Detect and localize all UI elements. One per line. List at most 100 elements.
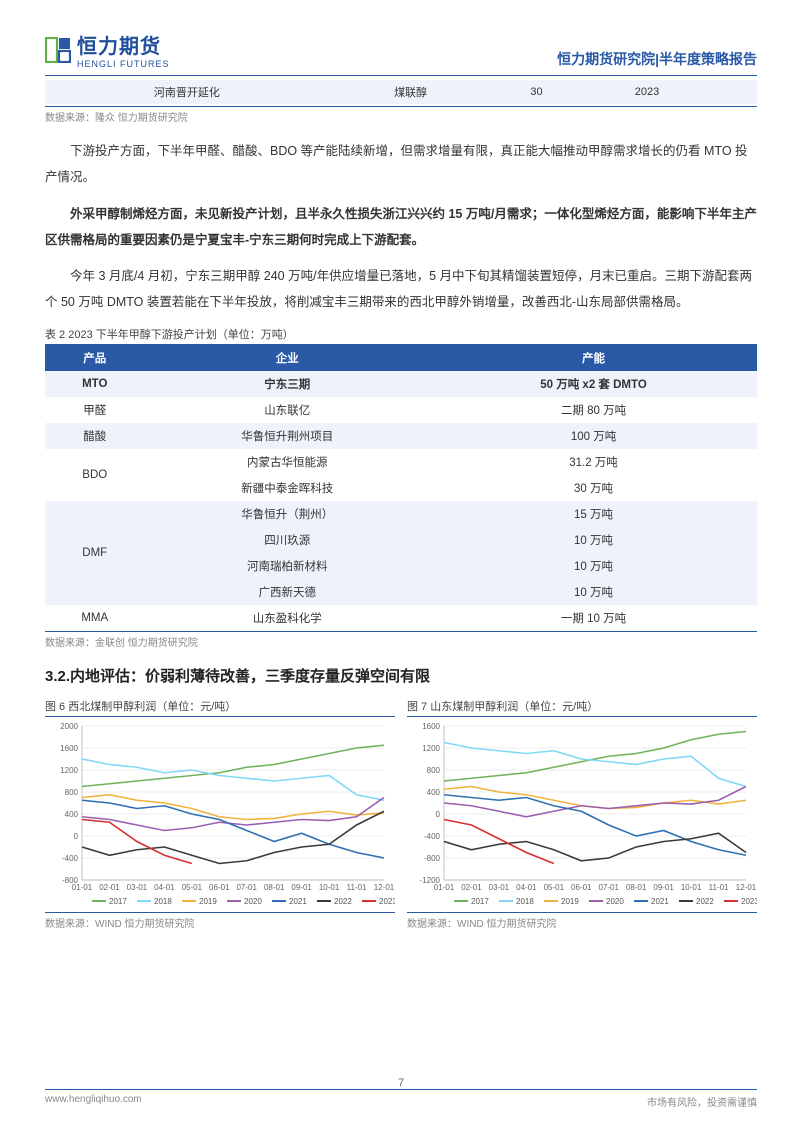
table-row: 甲醛山东联亿二期 80 万吨 [45,397,757,423]
svg-text:05-01: 05-01 [544,883,565,892]
paragraph-3: 今年 3 月底/4 月初，宁东三期甲醇 240 万吨/年供应增量已落地，5 月中… [45,263,757,316]
svg-text:05-01: 05-01 [182,883,203,892]
table-cell: 50 万吨 x2 套 DMTO [430,371,757,397]
chart-6-block: 图 6 西北煤制甲醇利润（单位：元/吨） -800-40004008001200… [45,698,395,930]
svg-text:800: 800 [427,766,441,775]
table-header: 产能 [430,344,757,371]
table-cell: 山东盈科化学 [144,605,430,631]
svg-text:2018: 2018 [516,897,534,906]
chart-6-source: 数据来源：WIND 恒力期货研究院 [45,912,395,930]
svg-text:07-01: 07-01 [598,883,619,892]
svg-text:2018: 2018 [154,897,172,906]
svg-text:400: 400 [65,810,79,819]
table-row: 四川玖源10 万吨 [45,527,757,553]
table-cell: 河南晋开延化 [45,80,329,104]
svg-text:2021: 2021 [651,897,669,906]
section-heading-32: 3.2.内地评估：价弱利薄待改善，三季度存量反弹空间有限 [45,665,757,686]
table-cell: 广西新天德 [144,579,430,605]
logo-text-cn: 恒力期货 [77,30,170,59]
table-row: 广西新天德10 万吨 [45,579,757,605]
source-line-2: 数据来源：金联创 恒力期货研究院 [45,631,757,649]
table-cell: 内蒙古华恒能源 [144,449,430,475]
table-header: 产品 [45,344,144,371]
svg-text:03-01: 03-01 [489,883,510,892]
table-cell: 30 万吨 [430,475,757,501]
logo-text-en: HENGLI FUTURES [77,59,170,69]
table-cell: 31.2 万吨 [430,449,757,475]
chart-6: -800-400040080012001600200001-0102-0103-… [45,720,395,910]
svg-text:08-01: 08-01 [264,883,285,892]
svg-text:01-01: 01-01 [434,883,455,892]
svg-text:800: 800 [65,788,79,797]
svg-text:09-01: 09-01 [653,883,674,892]
svg-text:1200: 1200 [60,766,78,775]
svg-text:2000: 2000 [60,722,78,731]
svg-text:1600: 1600 [60,744,78,753]
table-cell: BDO [45,449,144,501]
svg-text:09-01: 09-01 [291,883,312,892]
logo-block: 恒力期货 HENGLI FUTURES [45,30,170,69]
svg-text:12-01: 12-01 [374,883,395,892]
chart-7-source: 数据来源：WIND 恒力期货研究院 [407,912,757,930]
top-table-fragment: 河南晋开延化煤联醇302023 [45,80,757,104]
table-cell: DMF [45,501,144,605]
table-cell: 醋酸 [45,423,144,449]
svg-text:2020: 2020 [244,897,262,906]
table-cell: 宁东三期 [144,371,430,397]
svg-text:400: 400 [427,788,441,797]
svg-text:-400: -400 [62,854,79,863]
svg-text:2019: 2019 [561,897,579,906]
table-cell: 二期 80 万吨 [430,397,757,423]
table-row: MTO宁东三期50 万吨 x2 套 DMTO [45,371,757,397]
footer-disclaimer: 市场有风险，投资需谨慎 [647,1094,757,1109]
svg-text:2017: 2017 [471,897,489,906]
svg-text:2023: 2023 [379,897,395,906]
svg-text:03-01: 03-01 [127,883,148,892]
page-footer: www.hengliqihuo.com 市场有风险，投资需谨慎 [45,1089,757,1109]
table-cell: 30 [492,80,580,104]
svg-text:-800: -800 [424,854,441,863]
svg-text:2017: 2017 [109,897,127,906]
table-cell: MTO [45,371,144,397]
svg-text:1600: 1600 [422,722,440,731]
table-cell: 四川玖源 [144,527,430,553]
table2-caption: 表 2 2023 下半年甲醇下游投产计划（单位：万吨） [45,326,757,342]
svg-text:10-01: 10-01 [681,883,702,892]
charts-row: 图 6 西北煤制甲醇利润（单位：元/吨） -800 -400 0 400 800 1200… [45,698,757,930]
table-cell: 河南瑞柏新材料 [144,553,430,579]
svg-text:1200: 1200 [422,744,440,753]
table-cell: 2023 [581,80,714,104]
chart-6-title: 图 6 西北煤制甲醇利润（单位：元/吨） [45,698,395,717]
table-cell: 煤联醇 [329,80,493,104]
svg-text:02-01: 02-01 [99,883,120,892]
svg-text:10-01: 10-01 [319,883,340,892]
page-number: 7 [0,1077,802,1089]
table-row: MMA山东盈科化学一期 10 万吨 [45,605,757,631]
table-row: BDO内蒙古华恒能源31.2 万吨 [45,449,757,475]
table-cell: 甲醛 [45,397,144,423]
table-row: 河南瑞柏新材料10 万吨 [45,553,757,579]
table-row: 新疆中泰金晖科技30 万吨 [45,475,757,501]
svg-text:06-01: 06-01 [209,883,230,892]
table-cell: 10 万吨 [430,527,757,553]
table-cell: MMA [45,605,144,631]
svg-text:06-01: 06-01 [571,883,592,892]
svg-text:-400: -400 [424,832,441,841]
source-line-1: 数据来源：隆众 恒力期货研究院 [45,106,757,124]
svg-text:2019: 2019 [199,897,217,906]
chart-7-title: 图 7 山东煤制甲醇利润（单位：元/吨） [407,698,757,717]
table-header: 企业 [144,344,430,371]
svg-text:2021: 2021 [289,897,307,906]
svg-text:0: 0 [436,810,441,819]
table-cell: 新疆中泰金晖科技 [144,475,430,501]
chart-7: -1200-800-40004008001200160001-0102-0103… [407,720,757,910]
svg-text:12-01: 12-01 [736,883,757,892]
page-header: 恒力期货 HENGLI FUTURES 恒力期货研究院|半年度策略报告 [45,30,757,76]
svg-text:2023: 2023 [741,897,757,906]
table-cell: 华鲁恒升荆州项目 [144,423,430,449]
svg-text:11-01: 11-01 [347,883,367,892]
table-cell: 一期 10 万吨 [430,605,757,631]
header-right-text: 恒力期货研究院|半年度策略报告 [557,49,757,69]
svg-text:2022: 2022 [696,897,714,906]
footer-url: www.hengliqihuo.com [45,1094,142,1109]
